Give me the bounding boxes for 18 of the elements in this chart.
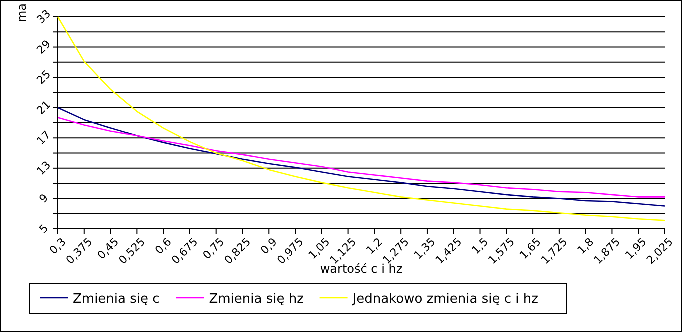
y-tick-label: 21 <box>34 98 54 118</box>
y-tick-label: 17 <box>34 128 54 148</box>
x-tick-label: 0,3 <box>47 236 69 258</box>
y-tick-label: 9 <box>36 192 52 206</box>
x-tick-label: 1,5 <box>469 236 492 258</box>
legend-label: Zmienia się c <box>73 292 160 307</box>
x-tick-label: 0,9 <box>258 236 280 258</box>
y-tick-label: 5 <box>36 222 52 236</box>
y-axis-title: ma <box>15 3 29 23</box>
x-tick-label: 1,2 <box>364 236 386 258</box>
y-tick-label: 13 <box>34 158 54 178</box>
x-tick-label: 0,6 <box>152 236 174 258</box>
legend-label: Zmienia się hz <box>209 292 304 307</box>
y-tick-label: 29 <box>34 38 54 57</box>
y-tick-label: 33 <box>34 7 54 27</box>
x-tick-label: 1,8 <box>575 236 597 258</box>
y-tick-label: 25 <box>34 68 54 88</box>
legend-label: Jednakowo zmienia się c i hz <box>352 292 539 307</box>
